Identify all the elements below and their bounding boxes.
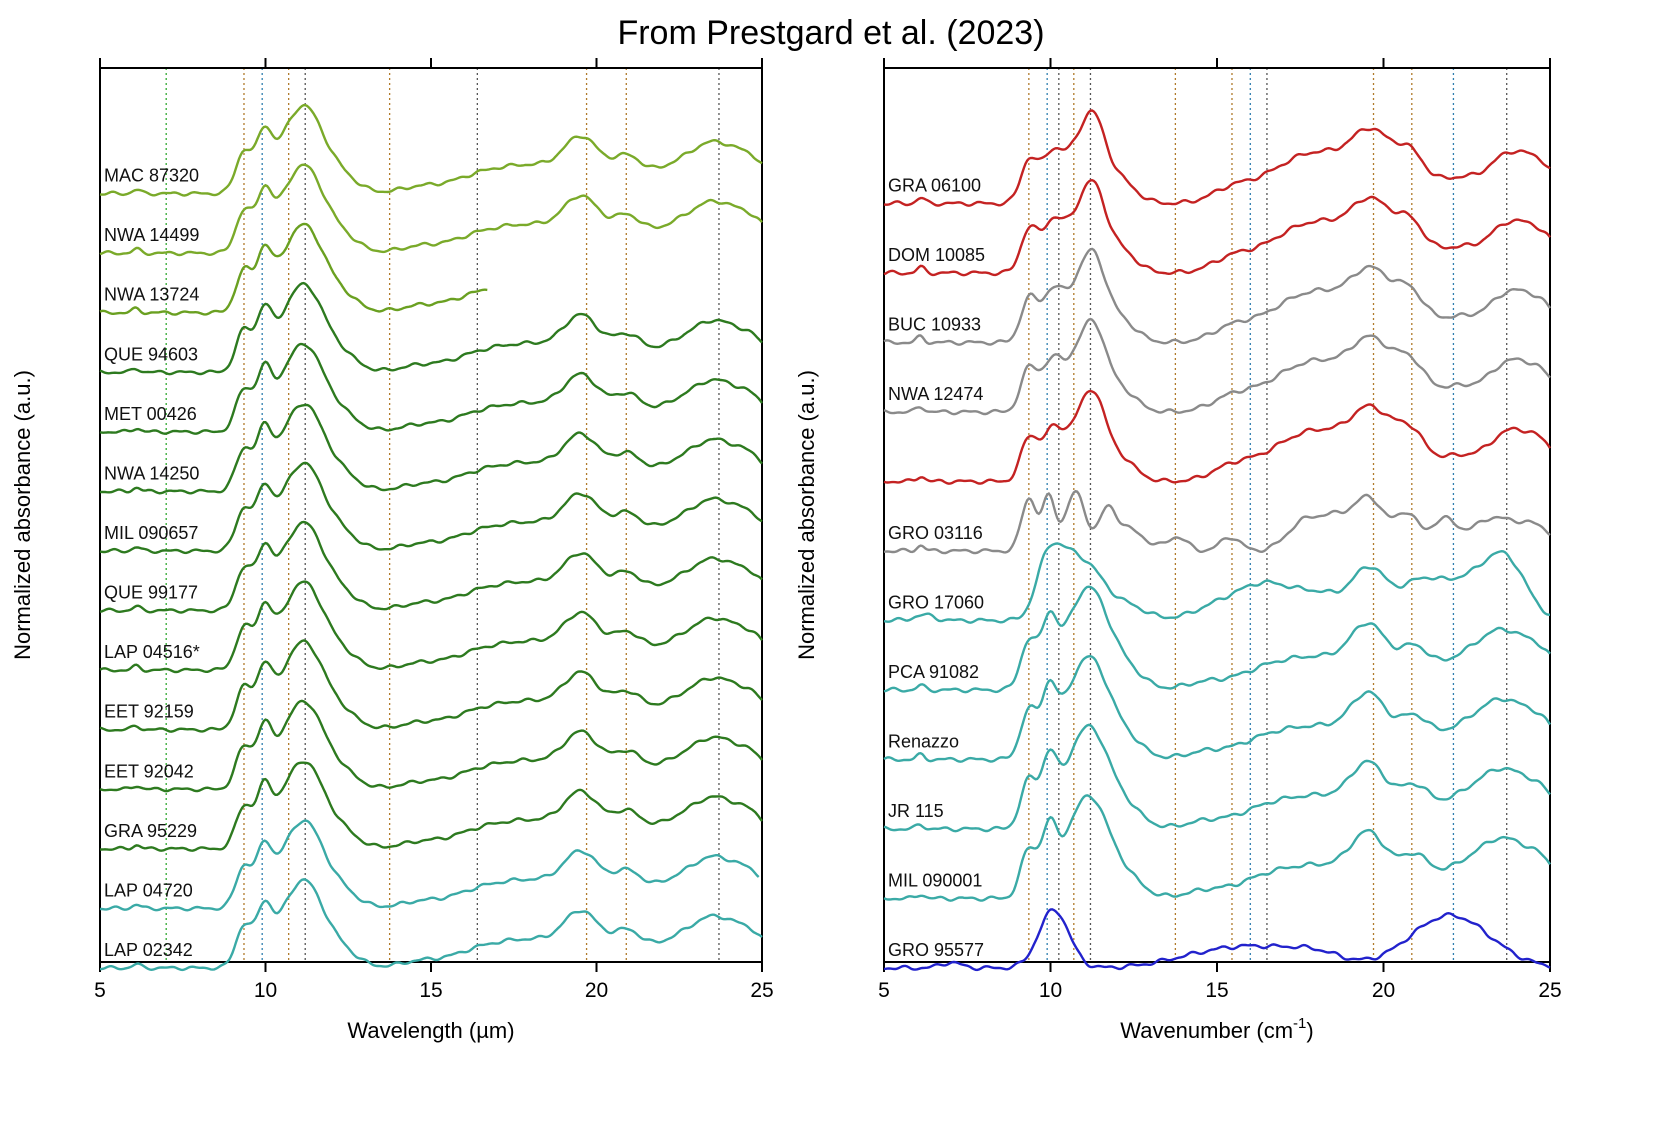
series-line — [99, 580, 763, 674]
x-axis-title: Wavenumber (cm-1) — [1120, 1015, 1313, 1043]
series-line — [883, 178, 1551, 277]
series-line — [99, 222, 488, 316]
x-tick-label: 20 — [1372, 979, 1395, 1002]
series-line — [883, 908, 1551, 972]
series-line — [99, 639, 763, 733]
series-label: GRA 06100 — [888, 176, 981, 196]
series-line — [883, 723, 1551, 833]
chart-panel-1: 5 10 15 20 25 Wavelength (µm) Normalized absor… — [10, 58, 774, 1043]
series-label: GRA 95229 — [104, 821, 197, 841]
y-axis-title: Normalized absorbance (a.u.) — [794, 370, 819, 660]
series-line — [99, 163, 763, 257]
series-line — [883, 489, 1551, 555]
series-line — [99, 103, 763, 197]
series-label: MIL 090001 — [888, 871, 982, 891]
series-label: NWA 12474 — [888, 384, 983, 404]
series-line — [883, 247, 1551, 346]
series-label: EET 92159 — [104, 702, 194, 722]
series-label: NWA 14250 — [104, 463, 199, 483]
plot-frame — [99, 67, 763, 963]
series-line — [883, 317, 1551, 416]
series-line — [883, 654, 1552, 763]
series-line — [99, 761, 763, 852]
series-label: LAP 04516* — [104, 642, 200, 662]
x-tick-label: 15 — [419, 979, 442, 1002]
x-tick-label: 20 — [585, 979, 608, 1002]
x-tick-label: 10 — [254, 979, 277, 1002]
x-tick-label: 5 — [878, 979, 890, 1002]
chart-panel-2: 5 10 15 20 25 Wavenumber (cm-1) Normalized abs… — [794, 58, 1562, 1043]
reference-lines — [165, 68, 720, 962]
series-line — [99, 281, 763, 376]
series-line — [883, 109, 1551, 207]
series-label: NWA 14499 — [104, 225, 199, 245]
series-line — [99, 819, 760, 912]
x-tick-label: 15 — [1205, 979, 1228, 1002]
series-line — [99, 342, 763, 435]
x-tick-label: 5 — [94, 979, 106, 1002]
series-label: GRO 17060 — [888, 593, 984, 613]
series-line — [883, 794, 1551, 902]
series-label: LAP 02342 — [104, 940, 193, 960]
series-line — [883, 585, 1551, 694]
series-label: BUC 10933 — [888, 315, 981, 335]
series-label: QUE 99177 — [104, 583, 198, 603]
series-line — [883, 389, 1552, 485]
series-label: PCA 91082 — [888, 662, 979, 682]
series-line — [100, 878, 763, 972]
x-axis-title: Wavelength (µm) — [347, 1018, 514, 1043]
series-label: MIL 090657 — [104, 523, 198, 543]
series-line — [883, 542, 1550, 624]
series-label: Renazzo — [888, 732, 959, 752]
series-line — [99, 461, 763, 555]
series-label: MAC 87320 — [104, 166, 199, 186]
x-tick-label: 25 — [750, 979, 773, 1002]
series-label: GRO 95577 — [888, 940, 984, 960]
page-title: From Prestgard et al. (2023) — [617, 14, 1045, 52]
series-label: EET 92042 — [104, 761, 194, 781]
series-line — [99, 520, 763, 614]
x-tick-label: 25 — [1538, 979, 1561, 1002]
y-axis-title: Normalized absorbance (a.u.) — [10, 370, 35, 660]
series-label: GRO 03116 — [888, 523, 983, 543]
series-label: NWA 13724 — [104, 285, 199, 305]
series-line — [99, 699, 763, 793]
series-label: QUE 94603 — [104, 344, 198, 364]
x-tick-label: 10 — [1039, 979, 1062, 1002]
series-line — [99, 403, 763, 495]
series-label: LAP 04720 — [104, 880, 193, 900]
series-label: MET 00426 — [104, 404, 197, 424]
series-label: DOM 10085 — [888, 245, 985, 265]
series-label: JR 115 — [888, 801, 944, 821]
